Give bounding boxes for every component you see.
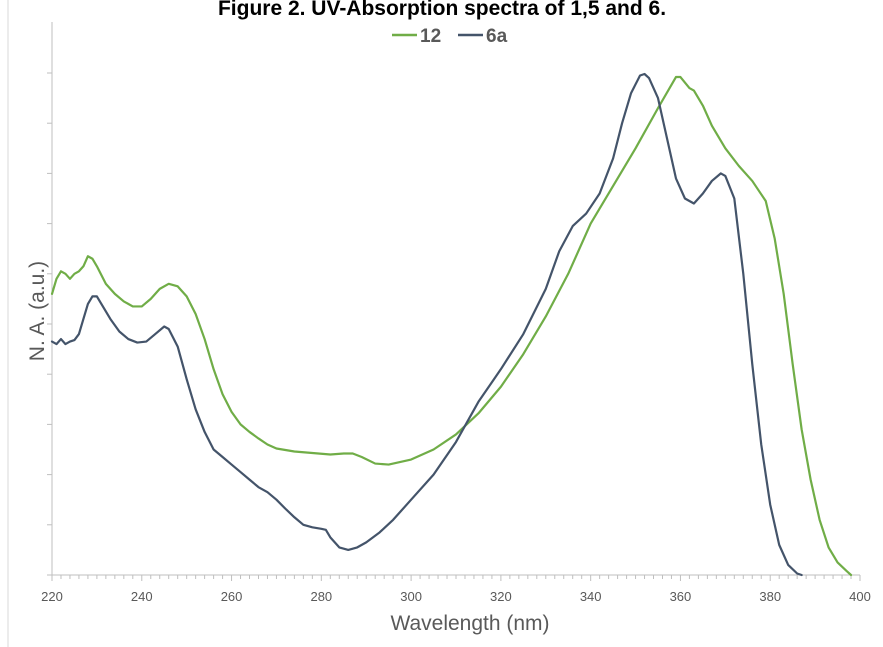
x-tick-label: 220	[41, 589, 63, 604]
legend: 12 6a	[392, 26, 508, 47]
x-tick-label: 360	[670, 589, 692, 604]
series-line-12	[50, 75, 853, 577]
x-tick-label: 300	[400, 589, 422, 604]
y-axis-title: N. A. (a.u.)	[26, 261, 49, 361]
x-tick-label: 260	[221, 589, 243, 604]
x-tick-label: 380	[759, 589, 781, 604]
legend-label-12: 12	[420, 26, 441, 47]
chart-title: Figure 2. UV-Absorption spectra of 1,5 a…	[218, 0, 666, 20]
legend-label-6a: 6a	[486, 26, 508, 47]
x-tick-labels: 220 240 260 280 300 320 340 360 380 400	[41, 589, 871, 604]
x-tick-label: 340	[580, 589, 602, 604]
x-tick-label: 400	[849, 589, 871, 604]
x-tick-label: 320	[490, 589, 512, 604]
axes	[47, 22, 861, 581]
series-line-6a	[50, 72, 803, 577]
x-axis-title: Wavelength (nm)	[390, 612, 549, 635]
plot-lines	[50, 72, 853, 577]
x-tick-label: 240	[131, 589, 153, 604]
x-tick-label: 280	[310, 589, 332, 604]
